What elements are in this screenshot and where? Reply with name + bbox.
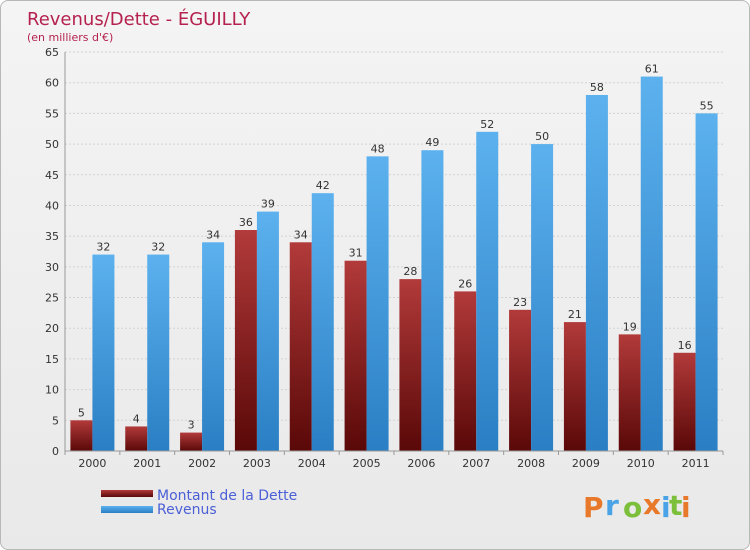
bar-dette	[344, 260, 367, 451]
grid-layer	[65, 51, 723, 452]
bar-dette	[70, 420, 93, 451]
bar-dette	[618, 334, 641, 451]
chart-title: Revenus/Dette - ÉGUILLY	[27, 8, 251, 30]
data-label: 49	[425, 136, 439, 149]
bar-revenus	[311, 193, 334, 451]
logo-letter: P	[583, 491, 604, 524]
data-label: 4	[133, 412, 140, 425]
data-label: 21	[568, 308, 582, 321]
data-label: 28	[403, 265, 417, 278]
y-tick-label: 20	[45, 322, 59, 335]
x-tick-label: 2010	[627, 457, 655, 470]
data-label: 61	[645, 63, 659, 76]
logo-letter: t	[669, 489, 682, 522]
data-label: 55	[700, 99, 714, 112]
x-tick-label: 2011	[682, 457, 710, 470]
data-label: 32	[151, 241, 165, 254]
x-axis: 2000 2001 2002 2003 2004 2005 2006 2007 2008 2009…	[64, 450, 724, 470]
data-label: 26	[458, 277, 472, 290]
y-tick-label: 0	[52, 445, 59, 458]
x-tick-label: 2007	[462, 457, 490, 470]
data-label: 50	[535, 130, 549, 143]
data-label: 52	[480, 118, 494, 131]
data-label: 3	[188, 419, 195, 432]
data-label: 36	[239, 216, 253, 229]
bar-revenus	[421, 150, 444, 451]
bar-dette	[399, 279, 422, 451]
x-tick-label: 2005	[353, 457, 381, 470]
y-tick-label: 55	[45, 107, 59, 120]
x-tick-label: 2006	[407, 457, 435, 470]
y-tick-label: 10	[45, 384, 59, 397]
bar-revenus	[202, 242, 225, 451]
x-tick-label: 2004	[298, 457, 326, 470]
bar-dette	[289, 242, 312, 451]
bar-revenus	[640, 76, 663, 452]
data-label: 42	[316, 179, 330, 192]
y-axis: 0 5 10 15 20 25 30 35 40 45 50 55 60 65	[45, 46, 66, 458]
data-label: 23	[513, 296, 527, 309]
data-label: 39	[261, 198, 275, 211]
logo-letter: i	[681, 491, 691, 524]
legend-label-revenus: Revenus	[157, 502, 217, 518]
y-tick-label: 40	[45, 199, 59, 212]
bar-revenus	[147, 254, 170, 451]
bar-revenus	[92, 254, 115, 451]
data-label: 34	[206, 228, 220, 241]
bar-revenus	[256, 211, 279, 451]
data-label: 32	[96, 241, 110, 254]
y-tick-label: 25	[45, 292, 59, 305]
bar-dette	[180, 432, 203, 451]
y-tick-label: 5	[52, 414, 59, 427]
bar-dette	[234, 230, 257, 451]
y-tick-label: 15	[45, 353, 59, 366]
data-label: 58	[590, 81, 604, 94]
logo-letter: o	[623, 491, 642, 524]
bar-revenus	[366, 156, 389, 451]
x-tick-label: 2009	[572, 457, 600, 470]
legend: Montant de la Dette Revenus	[101, 488, 297, 518]
data-label: 31	[349, 247, 363, 260]
legend-label-debt: Montant de la Dette	[157, 488, 297, 504]
legend-swatch-revenus	[101, 506, 153, 513]
bar-dette	[509, 309, 532, 451]
y-tick-label: 35	[45, 230, 59, 243]
x-tick-label: 2002	[188, 457, 216, 470]
x-tick-label: 2003	[243, 457, 271, 470]
data-label: 19	[623, 320, 637, 333]
bar-dette	[673, 352, 696, 451]
bar-dette	[454, 291, 477, 451]
bars-layer: 5 32 4 32 3 34 36 39 34 42 31 48 28 49 26 52 23 50 21 58 19 6…	[70, 63, 718, 452]
x-tick-label: 2008	[517, 457, 545, 470]
y-tick-label: 45	[45, 169, 59, 182]
y-tick-label: 30	[45, 261, 59, 274]
bar-revenus	[531, 144, 554, 452]
x-tick-label: 2001	[133, 457, 161, 470]
data-label: 5	[78, 406, 85, 419]
y-tick-label: 65	[45, 46, 59, 59]
x-tick-label: 2000	[78, 457, 106, 470]
bar-dette	[125, 426, 148, 451]
bar-dette	[563, 322, 586, 451]
logo-letter: r	[605, 489, 619, 522]
bar-revenus	[695, 113, 718, 451]
y-tick-label: 60	[45, 77, 59, 90]
legend-swatch-debt	[101, 490, 153, 497]
data-label: 34	[294, 228, 308, 241]
data-label: 48	[371, 142, 385, 155]
y-tick-label: 50	[45, 138, 59, 151]
bar-revenus	[476, 131, 499, 452]
chart-subtitle: (en milliers d'€)	[27, 31, 113, 44]
data-label: 16	[678, 339, 692, 352]
logo-letter: i	[661, 491, 671, 524]
bar-revenus	[585, 94, 608, 451]
logo-letter: x	[643, 488, 661, 521]
